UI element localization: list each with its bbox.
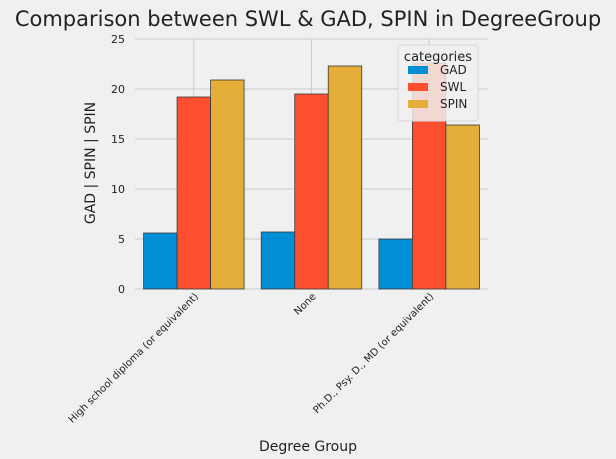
legend: categories GAD SWL SPIN [397, 44, 479, 122]
bar-gad-0 [143, 232, 178, 290]
legend-label-gad: GAD [440, 63, 467, 77]
legend-label-swl: SWL [440, 80, 466, 94]
chart-title: Comparison between SWL & GAD, SPIN in De… [15, 7, 601, 31]
bar-gad-1 [260, 231, 296, 290]
legend-label-spin: SPIN [440, 97, 467, 111]
bar-swl-0 [176, 96, 211, 290]
bar-spin-2 [445, 124, 480, 290]
y-tick-label: 10 [111, 183, 125, 196]
y-tick-label: 15 [111, 133, 125, 146]
legend-swatch-spin [408, 100, 428, 108]
bar-gad-2 [378, 238, 413, 290]
legend-swatch-gad [408, 66, 428, 74]
bar-spin-0 [210, 79, 245, 290]
y-tick-label: 5 [118, 233, 125, 246]
y-tick-label: 20 [111, 83, 125, 96]
legend-entries: GAD SWL SPIN [408, 63, 467, 111]
legend-swatch-swl [408, 83, 428, 91]
y-tick-label: 0 [118, 283, 125, 296]
bar-spin-1 [327, 65, 363, 290]
y-axis-label: GAD | SPIN | SPIN [83, 102, 99, 224]
bar-swl-1 [294, 93, 329, 290]
y-tick-label: 25 [111, 33, 125, 46]
legend-title: categories [404, 50, 472, 65]
x-axis-label: Degree Group [259, 439, 357, 455]
